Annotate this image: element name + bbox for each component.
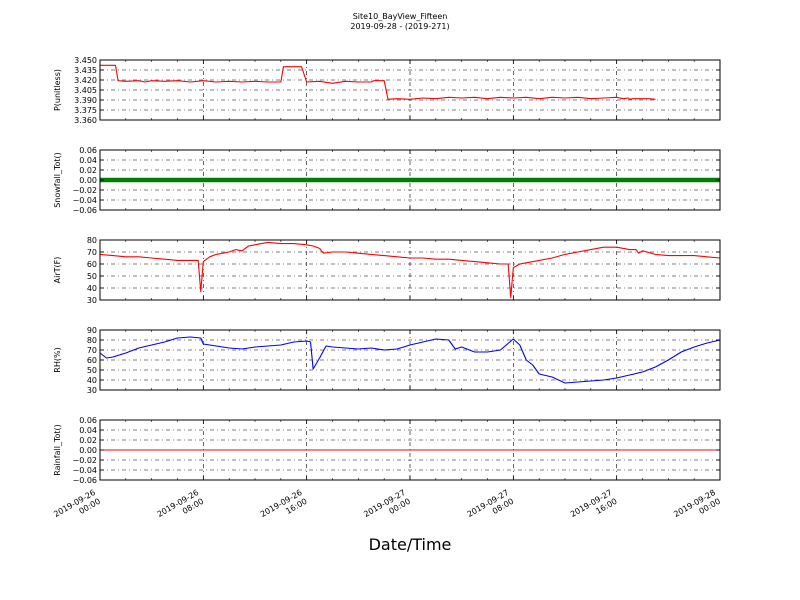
y-axis-label: RH(%) xyxy=(53,347,62,372)
chart-subtitle: 2019-09-28 - (2019-271) xyxy=(350,22,449,31)
y-tick-label: 40 xyxy=(87,284,97,293)
y-tick-label: 3.435 xyxy=(74,66,97,75)
y-tick-label: 50 xyxy=(87,366,97,375)
y-tick-label: 3.450 xyxy=(74,56,97,65)
x-axis-title: Date/Time xyxy=(369,535,452,554)
y-tick-label: 3.375 xyxy=(74,106,97,115)
y-tick-label: −0.04 xyxy=(72,466,97,475)
y-tick-label: 3.360 xyxy=(74,116,97,125)
y-tick-label: 3.420 xyxy=(74,76,97,85)
y-tick-label: 30 xyxy=(87,386,97,395)
y-tick-label: −0.02 xyxy=(72,186,97,195)
y-tick-label: 0.02 xyxy=(79,436,97,445)
y-tick-label: −0.02 xyxy=(72,456,97,465)
y-axis-label: AirT(F) xyxy=(53,257,62,284)
y-axis-label: Rainfall_Tot() xyxy=(53,424,62,476)
y-tick-label: 40 xyxy=(87,376,97,385)
series-line-3 xyxy=(99,241,721,299)
y-tick-label: 0.06 xyxy=(79,416,97,425)
y-axis-label: Snowfall_Tot() xyxy=(53,152,62,208)
y-tick-label: 0.04 xyxy=(79,426,97,435)
series-line-1 xyxy=(100,64,656,100)
y-tick-label: 70 xyxy=(87,346,97,355)
y-tick-label: 80 xyxy=(87,236,97,245)
y-tick-label: 0.04 xyxy=(79,156,97,165)
panel-2: −0.06−0.04−0.020.000.020.040.06 Snowfall_… xyxy=(53,146,721,215)
y-tick-label: 0.02 xyxy=(79,166,97,175)
y-axis-label: P(unitless) xyxy=(53,69,62,111)
y-tick-label: 50 xyxy=(87,272,97,281)
y-tick-label: 3.390 xyxy=(74,96,97,105)
chart-title: Site10_BayView_Fifteen xyxy=(353,12,448,21)
y-tick-label: 0.00 xyxy=(79,176,97,185)
y-tick-label: 0.06 xyxy=(79,146,97,155)
y-tick-label: −0.06 xyxy=(72,476,97,485)
panel-5: −0.06−0.04−0.020.000.020.040.06 Rainfall_… xyxy=(53,416,721,485)
y-tick-label: −0.06 xyxy=(72,206,97,215)
y-tick-label: 3.405 xyxy=(74,86,97,95)
y-tick-label: −0.04 xyxy=(72,196,97,205)
series-line-4 xyxy=(99,336,721,384)
panel-3: 30 40 50 60 70 80 AirT(F) xyxy=(53,236,721,305)
y-tick-label: 90 xyxy=(87,326,97,335)
y-tick-label: 70 xyxy=(87,248,97,257)
y-tick-label: 80 xyxy=(87,336,97,345)
y-tick-label: 60 xyxy=(87,356,97,365)
y-tick-label: 60 xyxy=(87,260,97,269)
y-tick-label: 30 xyxy=(87,296,97,305)
y-tick-label: 0.00 xyxy=(79,446,97,455)
